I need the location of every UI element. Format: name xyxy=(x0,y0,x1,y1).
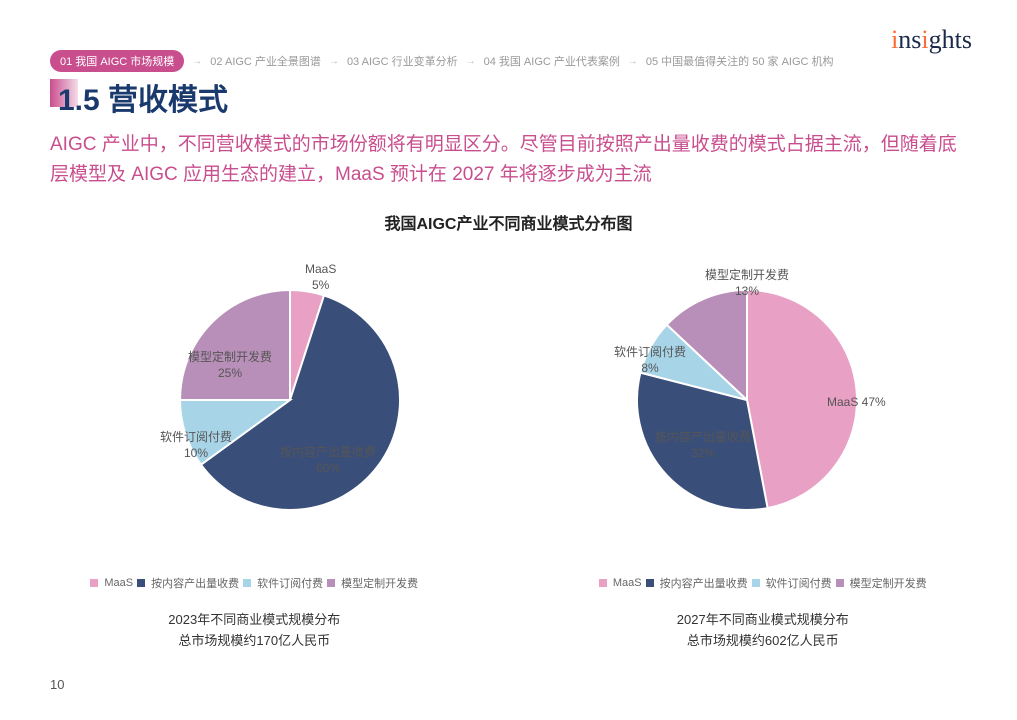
slice-label-maas: MaaS5% xyxy=(305,262,336,293)
caption-right: 2027年不同商业模式规模分布 总市场规模约602亿人民币 xyxy=(677,610,849,652)
captions-row: 2023年不同商业模式规模分布 总市场规模约170亿人民币 2027年不同商业模… xyxy=(0,610,1017,652)
nav-item-04: 04 我国 AIGC 产业代表案例 xyxy=(484,53,620,69)
slice-label-maas: MaaS 47% xyxy=(827,395,886,411)
pie-slice-custom xyxy=(180,290,290,400)
legend-bullet xyxy=(836,579,844,587)
pie-svg xyxy=(80,250,500,550)
nav-item-05: 05 中国最值得关注的 50 家 AIGC 机构 xyxy=(646,53,834,69)
legend-bullet xyxy=(599,579,607,587)
nav-item-03: 03 AIGC 行业变革分析 xyxy=(347,53,458,69)
slice-label-software: 软件订阅付费8% xyxy=(614,345,686,376)
legend-label-content: 按内容产出量收费 xyxy=(660,575,748,591)
section-title: 1.5 营收模式 xyxy=(50,75,228,119)
legend-label-maas: MaaS xyxy=(104,577,133,589)
caption-left: 2023年不同商业模式规模分布 总市场规模约170亿人民币 xyxy=(168,610,340,652)
legend-bullet xyxy=(137,579,145,587)
legend-left: MaaS 按内容产出量收费 软件订阅付费 模型定制开发费 xyxy=(90,575,418,591)
legend-label-software: 软件订阅付费 xyxy=(257,575,323,591)
legend-label-maas: MaaS xyxy=(613,577,642,589)
page-subtitle: AIGC 产业中，不同营收模式的市场份额将有明显区分。尽管目前按照产出量收费的模… xyxy=(50,130,967,191)
slice-label-content: 按内容产出量收费60% xyxy=(280,445,376,476)
breadcrumb-nav: 01 我国 AIGC 市场规模 → 02 AIGC 产业全景图谱 → 03 AI… xyxy=(50,50,967,72)
caption-right-line1: 2027年不同商业模式规模分布 xyxy=(677,610,849,631)
legend-label-software: 软件订阅付费 xyxy=(766,575,832,591)
nav-item-02: 02 AIGC 产业全景图谱 xyxy=(210,53,321,69)
chevron-right-icon: → xyxy=(466,56,476,67)
legend-bullet xyxy=(243,579,251,587)
slice-label-custom: 模型定制开发费13% xyxy=(705,268,789,299)
caption-left-line1: 2023年不同商业模式规模分布 xyxy=(168,610,340,631)
chevron-right-icon: → xyxy=(628,56,638,67)
legend-label-custom: 模型定制开发费 xyxy=(341,575,418,591)
chevron-right-icon: → xyxy=(192,56,202,67)
legend-bullet xyxy=(327,579,335,587)
legend-right: MaaS 按内容产出量收费 软件订阅付费 模型定制开发费 xyxy=(599,575,927,591)
legend-bullet xyxy=(90,579,98,587)
slice-label-custom: 模型定制开发费25% xyxy=(188,350,272,381)
legend-label-custom: 模型定制开发费 xyxy=(850,575,927,591)
pie-chart-2023: MaaS5% 按内容产出量收费60% 软件订阅付费10% 模型定制开发费25% xyxy=(80,250,500,550)
chevron-right-icon: → xyxy=(329,56,339,67)
caption-right-line2: 总市场规模约602亿人民币 xyxy=(677,631,849,652)
legend-bullet xyxy=(646,579,654,587)
chart-main-title: 我国AIGC产业不同商业模式分布图 xyxy=(0,210,1017,234)
slice-label-software: 软件订阅付费10% xyxy=(160,430,232,461)
charts-container: MaaS5% 按内容产出量收费60% 软件订阅付费10% 模型定制开发费25% Maa… xyxy=(80,250,957,550)
nav-item-active: 01 我国 AIGC 市场规模 xyxy=(50,50,184,72)
slice-label-content: 按内容产出量收费32% xyxy=(655,430,751,461)
caption-left-line2: 总市场规模约170亿人民币 xyxy=(168,631,340,652)
pie-chart-2027: MaaS 47% 按内容产出量收费32% 软件订阅付费8% 模型定制开发费13% xyxy=(537,250,957,550)
page-title: 1.5 营收模式 xyxy=(50,75,228,119)
legend-label-content: 按内容产出量收费 xyxy=(151,575,239,591)
legend-bullet xyxy=(752,579,760,587)
page-number: 10 xyxy=(50,677,64,692)
legend-row: MaaS 按内容产出量收费 软件订阅付费 模型定制开发费 MaaS 按内容产出量… xyxy=(0,575,1017,591)
